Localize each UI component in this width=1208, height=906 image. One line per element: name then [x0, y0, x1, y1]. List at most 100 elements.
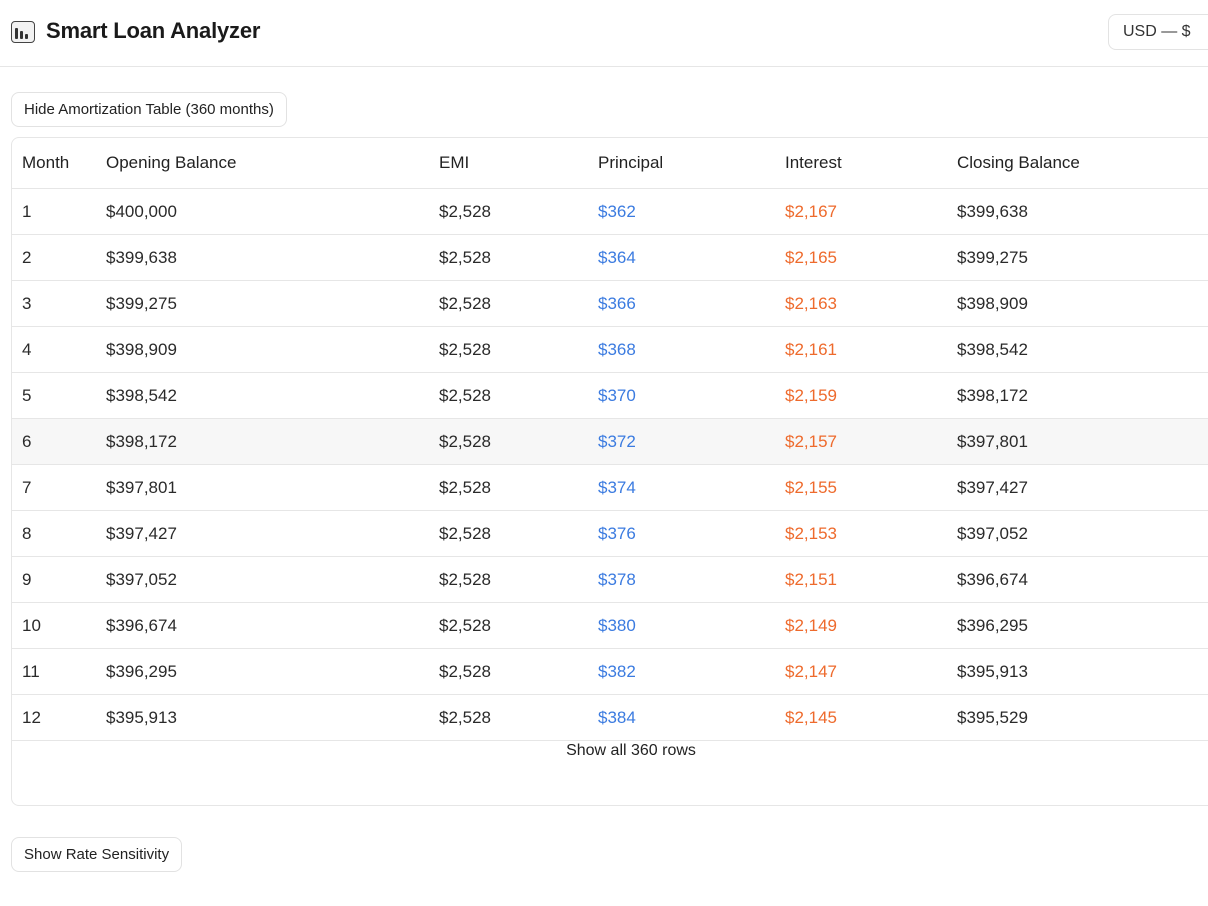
cell-opening-balance: $395,913 — [106, 694, 439, 741]
table-row: 7 $397,801 $2,528 $374 $2,155 $397,427 — [12, 464, 1208, 511]
cell-principal: $382 — [598, 648, 785, 695]
cell-closing-balance: $398,172 — [957, 372, 1208, 419]
cell-month: 8 — [12, 510, 106, 557]
table-row: 12 $395,913 $2,528 $384 $2,145 $395,529 — [12, 694, 1208, 741]
cell-opening-balance: $396,295 — [106, 648, 439, 695]
cell-interest: $2,165 — [785, 234, 957, 281]
cell-month: 1 — [12, 188, 106, 235]
show-all-rows-button[interactable]: Show all 360 rows — [566, 742, 696, 759]
column-header-month: Month — [12, 138, 106, 189]
table-header-row: Month Opening Balance EMI Principal Inte… — [12, 138, 1208, 189]
cell-emi: $2,528 — [439, 648, 598, 695]
cell-interest: $2,147 — [785, 648, 957, 695]
cell-closing-balance: $398,909 — [957, 280, 1208, 327]
cell-month: 5 — [12, 372, 106, 419]
cell-month: 12 — [12, 694, 106, 741]
cell-month: 10 — [12, 602, 106, 649]
cell-closing-balance: $397,801 — [957, 418, 1208, 465]
table-row: 2 $399,638 $2,528 $364 $2,165 $399,275 — [12, 234, 1208, 281]
cell-month: 11 — [12, 648, 106, 695]
column-header-interest: Interest — [785, 138, 957, 189]
cell-closing-balance: $398,542 — [957, 326, 1208, 373]
cell-closing-balance: $396,295 — [957, 602, 1208, 649]
table-row: 5 $398,542 $2,528 $370 $2,159 $398,172 — [12, 372, 1208, 419]
cell-closing-balance: $397,052 — [957, 510, 1208, 557]
cell-interest: $2,163 — [785, 280, 957, 327]
cell-closing-balance: $397,427 — [957, 464, 1208, 511]
cell-opening-balance: $398,909 — [106, 326, 439, 373]
bar-chart-icon — [11, 21, 35, 43]
cell-principal: $366 — [598, 280, 785, 327]
cell-principal: $362 — [598, 188, 785, 235]
show-rate-sensitivity-button[interactable]: Show Rate Sensitivity — [11, 837, 183, 872]
amortization-table-card: Month Opening Balance EMI Principal Inte… — [11, 137, 1208, 806]
cell-principal: $374 — [598, 464, 785, 511]
cell-opening-balance: $400,000 — [106, 188, 439, 235]
cell-closing-balance: $399,638 — [957, 188, 1208, 235]
table-row: 6 $398,172 $2,528 $372 $2,157 $397,801 — [12, 418, 1208, 465]
cell-principal: $384 — [598, 694, 785, 741]
cell-opening-balance: $397,801 — [106, 464, 439, 511]
cell-interest: $2,145 — [785, 694, 957, 741]
cell-interest: $2,157 — [785, 418, 957, 465]
cell-opening-balance: $399,638 — [106, 234, 439, 281]
cell-closing-balance: $396,674 — [957, 556, 1208, 603]
column-header-emi: EMI — [439, 138, 598, 189]
cell-emi: $2,528 — [439, 602, 598, 649]
cell-emi: $2,528 — [439, 326, 598, 373]
amortization-table: Month Opening Balance EMI Principal Inte… — [12, 138, 1208, 741]
table-row: 3 $399,275 $2,528 $366 $2,163 $398,909 — [12, 280, 1208, 327]
cell-emi: $2,528 — [439, 234, 598, 281]
cell-closing-balance: $399,275 — [957, 234, 1208, 281]
cell-closing-balance: $395,913 — [957, 648, 1208, 695]
cell-month: 6 — [12, 418, 106, 465]
cell-month: 3 — [12, 280, 106, 327]
table-row: 1 $400,000 $2,528 $362 $2,167 $399,638 — [12, 188, 1208, 235]
cell-closing-balance: $395,529 — [957, 694, 1208, 741]
table-row: 11 $396,295 $2,528 $382 $2,147 $395,913 — [12, 648, 1208, 695]
cell-month: 7 — [12, 464, 106, 511]
table-row: 10 $396,674 $2,528 $380 $2,149 $396,295 — [12, 602, 1208, 649]
hide-amortization-table-button[interactable]: Hide Amortization Table (360 months) — [11, 92, 287, 127]
cell-principal: $376 — [598, 510, 785, 557]
column-header-closing-balance: Closing Balance — [957, 138, 1208, 189]
cell-emi: $2,528 — [439, 418, 598, 465]
table-row: 4 $398,909 $2,528 $368 $2,161 $398,542 — [12, 326, 1208, 373]
cell-opening-balance: $399,275 — [106, 280, 439, 327]
cell-opening-balance: $398,542 — [106, 372, 439, 419]
cell-month: 2 — [12, 234, 106, 281]
cell-interest: $2,161 — [785, 326, 957, 373]
cell-interest: $2,155 — [785, 464, 957, 511]
cell-principal: $372 — [598, 418, 785, 465]
table-row: 8 $397,427 $2,528 $376 $2,153 $397,052 — [12, 510, 1208, 557]
currency-select[interactable]: USD — $ — [1108, 14, 1208, 50]
table-row: 9 $397,052 $2,528 $378 $2,151 $396,674 — [12, 556, 1208, 603]
cell-emi: $2,528 — [439, 280, 598, 327]
cell-principal: $378 — [598, 556, 785, 603]
cell-principal: $380 — [598, 602, 785, 649]
cell-opening-balance: $397,052 — [106, 556, 439, 603]
cell-emi: $2,528 — [439, 694, 598, 741]
column-header-opening-balance: Opening Balance — [106, 138, 439, 189]
cell-emi: $2,528 — [439, 464, 598, 511]
cell-opening-balance: $397,427 — [106, 510, 439, 557]
cell-interest: $2,153 — [785, 510, 957, 557]
cell-opening-balance: $396,674 — [106, 602, 439, 649]
cell-emi: $2,528 — [439, 556, 598, 603]
cell-principal: $364 — [598, 234, 785, 281]
cell-interest: $2,159 — [785, 372, 957, 419]
cell-principal: $368 — [598, 326, 785, 373]
cell-month: 9 — [12, 556, 106, 603]
cell-emi: $2,528 — [439, 188, 598, 235]
cell-emi: $2,528 — [439, 510, 598, 557]
cell-principal: $370 — [598, 372, 785, 419]
app-title: Smart Loan Analyzer — [46, 18, 261, 43]
cell-opening-balance: $398,172 — [106, 418, 439, 465]
app-header: Smart Loan Analyzer USD — $ — [0, 0, 1208, 67]
cell-interest: $2,149 — [785, 602, 957, 649]
cell-interest: $2,167 — [785, 188, 957, 235]
cell-interest: $2,151 — [785, 556, 957, 603]
cell-emi: $2,528 — [439, 372, 598, 419]
column-header-principal: Principal — [598, 138, 785, 189]
cell-month: 4 — [12, 326, 106, 373]
